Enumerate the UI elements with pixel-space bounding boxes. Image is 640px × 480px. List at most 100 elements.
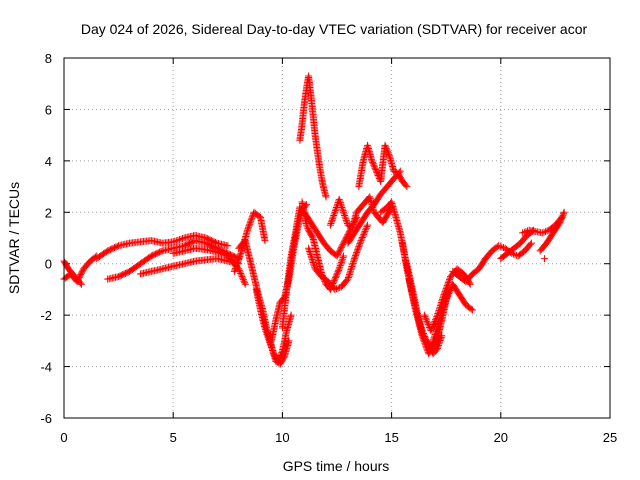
data-point-interp xyxy=(247,217,255,225)
data-point xyxy=(527,239,535,247)
data-point-interp xyxy=(445,290,453,298)
data-point xyxy=(442,296,450,304)
data-point-interp xyxy=(311,263,319,271)
data-point-interp xyxy=(372,166,380,174)
data-point-interp xyxy=(467,305,475,313)
data-point xyxy=(396,167,404,175)
data-point-interp xyxy=(433,324,441,332)
data-point xyxy=(540,255,548,263)
data-point-interp xyxy=(369,158,377,166)
data-point-interp xyxy=(233,261,241,269)
data-point-interp xyxy=(424,319,432,327)
data-point-interp xyxy=(310,260,318,268)
data-point xyxy=(495,242,503,250)
data-point-interp xyxy=(244,225,252,233)
data-point-interp xyxy=(445,288,453,296)
data-point-interp xyxy=(351,253,359,261)
x-tick-label: 0 xyxy=(60,430,67,445)
data-point-interp xyxy=(219,250,227,258)
data-point xyxy=(333,252,341,260)
data-point-interp xyxy=(421,313,429,321)
data-point-interp xyxy=(77,271,85,279)
data-point-interp xyxy=(339,254,347,262)
data-point xyxy=(519,229,527,237)
data-point-interp xyxy=(349,258,357,266)
data-point-interp xyxy=(355,241,363,249)
data-point-interp xyxy=(382,144,390,152)
data-point xyxy=(331,275,339,283)
data-point-interp xyxy=(358,235,366,243)
data-point-interp xyxy=(435,318,443,326)
data-point-interp xyxy=(327,220,335,228)
data-point xyxy=(243,226,251,234)
data-point-interp xyxy=(267,343,275,351)
data-point xyxy=(169,238,177,246)
data-point-interp xyxy=(172,237,180,245)
data-point-interp xyxy=(444,293,452,301)
data-point-interp xyxy=(446,286,454,294)
data-point-interp xyxy=(267,342,275,350)
data-point-interp xyxy=(540,228,548,236)
data-point-interp xyxy=(113,242,121,250)
data-point-interp xyxy=(245,223,253,231)
data-point-interp xyxy=(221,251,229,259)
data-point-interp xyxy=(334,251,342,259)
data-point-interp xyxy=(444,291,452,299)
data-point-interp xyxy=(333,271,341,279)
data-point-interp xyxy=(305,246,313,254)
data-point-interp xyxy=(332,205,340,213)
data-point-interp xyxy=(307,252,315,260)
data-point-interp xyxy=(354,244,362,252)
data-point-interp xyxy=(236,268,244,276)
plot-frame xyxy=(63,57,611,419)
data-point-interp xyxy=(240,277,248,285)
x-tick-label: 10 xyxy=(275,430,289,445)
data-point-interp xyxy=(500,244,508,252)
data-point-interp xyxy=(422,342,430,350)
data-point xyxy=(285,337,293,345)
data-point-interp xyxy=(334,268,342,276)
data-point xyxy=(322,193,330,201)
data-point xyxy=(302,221,310,229)
data-point xyxy=(241,280,249,288)
data-point-interp xyxy=(329,215,337,223)
data-point-interp xyxy=(557,216,565,224)
data-point-interp xyxy=(358,233,366,241)
data-point-interp xyxy=(356,240,364,248)
data-point-interp xyxy=(342,215,350,223)
data-point-interp xyxy=(268,345,276,353)
data-point-interp xyxy=(382,143,390,151)
data-point-interp xyxy=(421,341,429,349)
data-point-interp xyxy=(556,217,564,225)
data-point-interp xyxy=(428,325,436,333)
data-point xyxy=(213,248,221,256)
data-point xyxy=(560,208,568,216)
data-point-interp xyxy=(174,236,182,244)
data-point xyxy=(344,221,352,229)
y-tick-label: 0 xyxy=(45,257,52,272)
data-point xyxy=(224,242,232,250)
data-point-interp xyxy=(498,243,506,251)
data-point-interp xyxy=(309,257,317,265)
data-point-interp xyxy=(234,258,242,266)
data-point-interp xyxy=(384,149,392,157)
data-point-interp xyxy=(157,248,165,255)
data-point xyxy=(403,183,411,191)
data-point-interp xyxy=(337,260,345,268)
data-point-interp xyxy=(248,213,256,221)
data-point-interp xyxy=(433,326,441,334)
data-point-interp xyxy=(419,333,427,341)
data-point-interp xyxy=(344,274,352,282)
data-point-interp xyxy=(335,266,343,274)
data-point-interp xyxy=(442,297,450,305)
data-point xyxy=(335,195,343,203)
y-tick-label: 8 xyxy=(45,51,52,66)
y-tick-label: 2 xyxy=(45,205,52,220)
data-point-interp xyxy=(350,256,358,264)
data-point-interp xyxy=(233,260,241,268)
data-point-interp xyxy=(235,254,243,262)
data-point-interp xyxy=(435,319,443,327)
data-point xyxy=(429,337,437,345)
data-point-interp xyxy=(277,350,285,358)
data-point xyxy=(305,244,313,252)
